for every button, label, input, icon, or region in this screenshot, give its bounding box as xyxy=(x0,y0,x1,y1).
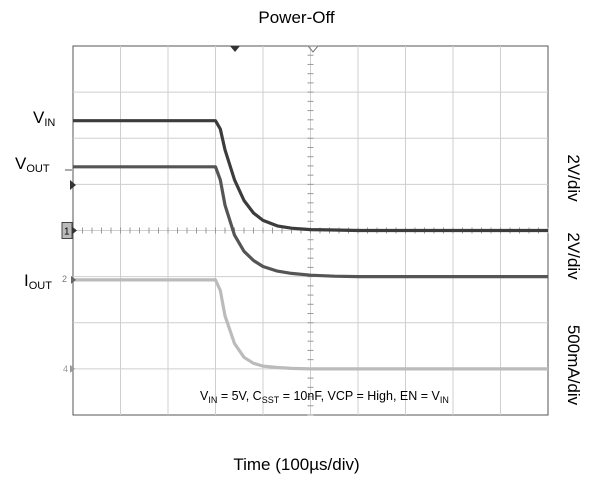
ch2-marker-text: 2 xyxy=(62,274,67,284)
plot-traces xyxy=(73,119,548,371)
ch4-marker-text: 4 xyxy=(63,364,68,374)
ch1-arrow xyxy=(72,226,77,235)
chart-title: Power-Off xyxy=(258,8,335,27)
plot-markers: 1 2 4 xyxy=(61,45,320,374)
trigger-position-marker xyxy=(230,46,240,52)
trigger-delay-marker xyxy=(306,45,320,53)
iout-label: IOUT xyxy=(24,271,52,292)
vout-label: VOUT xyxy=(15,154,50,175)
trace-vin xyxy=(73,119,548,233)
vin-label: VIN xyxy=(33,108,56,129)
trace-iout xyxy=(73,278,548,371)
iout-scale-label: 500mA/div xyxy=(564,324,583,406)
test-conditions: VIN = 5V, CSST = 10nF, VCP = High, EN = … xyxy=(200,389,449,405)
ch1-marker-text: 1 xyxy=(64,227,70,238)
trace-vout xyxy=(73,165,548,279)
ch4-arrow xyxy=(70,364,75,373)
vin-scale-label: 2V/div xyxy=(564,154,583,202)
vout-scale-label: 2V/div xyxy=(564,232,583,280)
vout-marker xyxy=(70,180,76,190)
x-axis-label: Time (100µs/div) xyxy=(233,455,360,474)
ch2-arrow xyxy=(71,275,76,284)
